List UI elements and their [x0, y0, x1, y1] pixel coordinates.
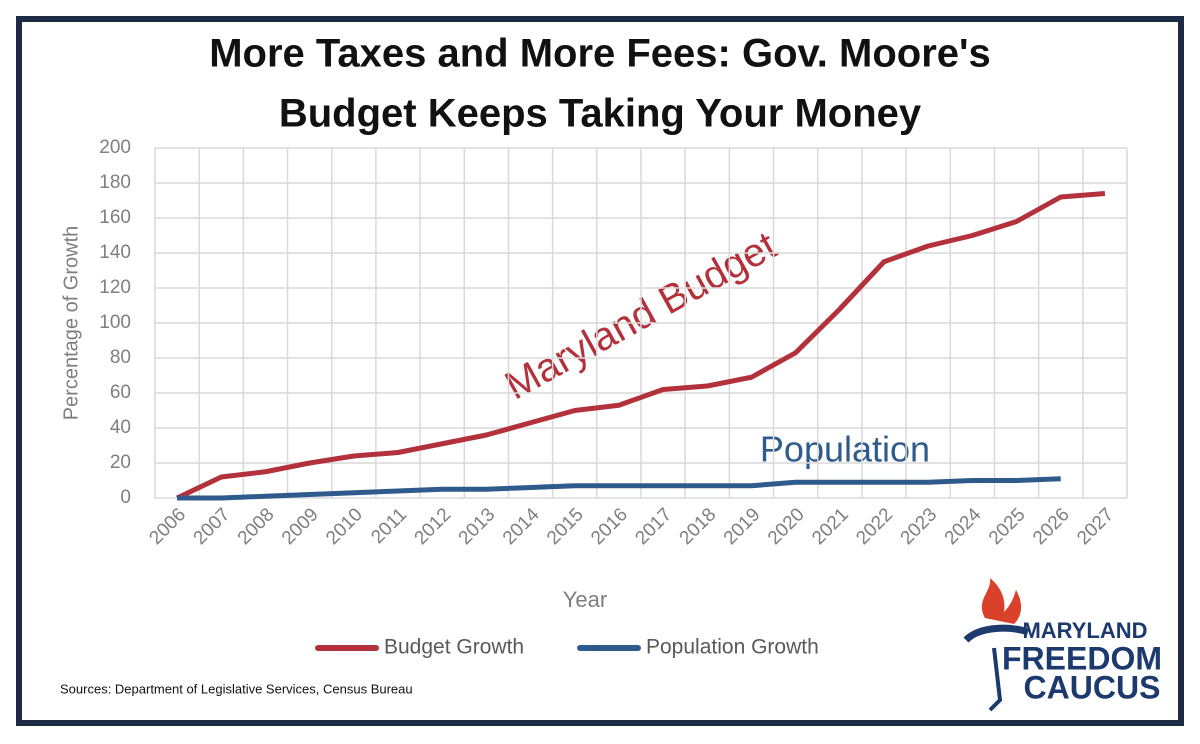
x-tick-label: 2024: [941, 504, 986, 549]
logo-figure: [988, 647, 1003, 712]
chart-title: More Taxes and More Fees: Gov. Moore's: [209, 32, 991, 76]
logo-text: CAUCUS: [1024, 669, 1161, 705]
legend-label: Budget Growth: [384, 636, 524, 659]
x-tick-label: 2019: [720, 504, 765, 549]
x-tick-label: 2015: [543, 504, 588, 549]
logo-flame: [981, 578, 1022, 624]
y-tick-label: 160: [99, 207, 131, 228]
x-tick-label: 2012: [411, 504, 456, 549]
x-tick-label: 2009: [278, 504, 323, 549]
y-axis-label: Percentage of Growth: [60, 226, 82, 421]
y-tick-label: 40: [110, 417, 131, 438]
x-tick-label: 2027: [1073, 504, 1118, 549]
x-tick-label: 2023: [897, 504, 942, 549]
x-tick-label: 2011: [367, 504, 411, 548]
logo: MARYLAND FREEDOM CAUCUS: [963, 578, 1162, 712]
x-tick-label: 2006: [145, 504, 190, 549]
x-tick-label: 2026: [1029, 504, 1074, 549]
logo-arc: [963, 624, 1030, 643]
x-tick-label: 2013: [455, 504, 500, 549]
y-tick-label: 140: [99, 242, 131, 263]
x-tick-label: 2014: [499, 504, 544, 549]
x-tick-label: 2007: [190, 504, 235, 549]
x-tick-label: 2010: [322, 504, 367, 549]
x-tick-label: 2021: [808, 504, 853, 549]
line-series: [177, 476, 1061, 501]
x-tick-label: 2017: [631, 504, 676, 549]
line-series: [176, 191, 1106, 501]
y-tick-label: 200: [99, 137, 131, 158]
x-axis-label: Year: [563, 587, 607, 612]
x-tick-label: 2016: [587, 504, 632, 549]
frame: [16, 16, 1184, 726]
y-tick-label: 120: [99, 277, 131, 298]
y-tick-label: 100: [99, 312, 131, 333]
y-tick-label: 20: [110, 452, 131, 473]
y-tick-label: 0: [120, 487, 131, 508]
x-tick-label: 2020: [764, 504, 809, 549]
y-tick-label: 180: [99, 172, 131, 193]
legend-label: Population Growth: [646, 636, 819, 659]
source-note: Sources: Department of Legislative Servi…: [60, 681, 413, 696]
y-tick-label: 60: [110, 382, 131, 403]
logo-text: FREEDOM: [1002, 640, 1162, 676]
x-tick-label: 2022: [852, 504, 897, 549]
y-tick-label: 80: [110, 347, 131, 368]
x-tick-label: 2008: [234, 504, 279, 549]
x-tick-label: 2025: [985, 504, 1030, 549]
logo-text: MARYLAND: [1022, 618, 1147, 643]
chart-title: Budget Keeps Taking Your Money: [279, 92, 922, 136]
x-tick-label: 2018: [676, 504, 721, 549]
